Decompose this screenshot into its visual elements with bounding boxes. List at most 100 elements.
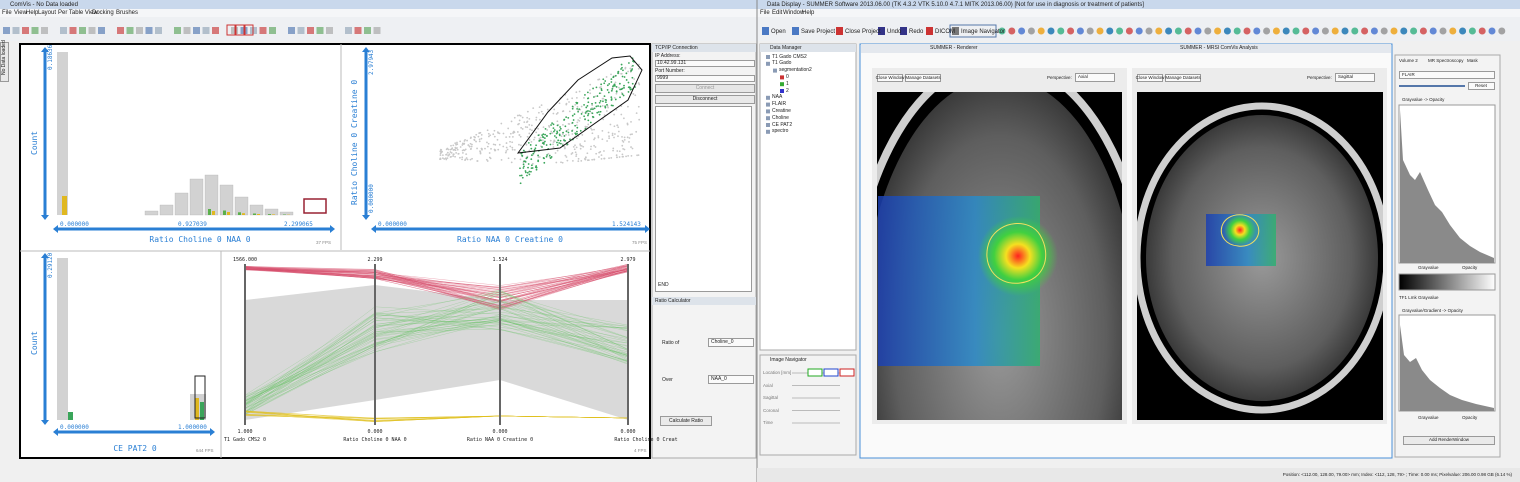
- point: [610, 104, 613, 107]
- point: [567, 116, 570, 119]
- label: Ratio NAA 0 Creatine 0: [466, 437, 534, 443]
- point: [479, 152, 482, 155]
- button-label[interactable]: Manage Datasets: [1165, 74, 1201, 80]
- tab[interactable]: SUMMER - Renderer: [930, 45, 978, 51]
- point: [591, 102, 593, 105]
- toolbar-button[interactable]: DICOM: [935, 29, 955, 35]
- tree-item[interactable]: Choline: [772, 114, 789, 121]
- menu-item[interactable]: File: [2, 10, 12, 16]
- point: [616, 150, 619, 152]
- connect-button[interactable]: [655, 84, 755, 93]
- close-window-button[interactable]: [1137, 74, 1163, 82]
- point: [615, 154, 618, 157]
- point: [615, 90, 618, 93]
- point: [603, 95, 606, 98]
- button-label[interactable]: Close Window: [1135, 74, 1165, 80]
- tool-icon: [117, 27, 124, 34]
- add-renderwindow-button[interactable]: [1403, 436, 1495, 445]
- dataset-select[interactable]: [1399, 71, 1495, 79]
- toolbar-button[interactable]: Redo: [909, 29, 924, 35]
- tab[interactable]: Mask: [1467, 58, 1478, 63]
- tree-item[interactable]: Creatine: [772, 107, 791, 114]
- close-window-button[interactable]: [877, 74, 903, 82]
- tab[interactable]: MR Spectroscopy: [1428, 58, 1464, 63]
- toolbar-button[interactable]: Close Project: [845, 29, 881, 35]
- manage-datasets-button[interactable]: [905, 74, 941, 82]
- point: [629, 67, 632, 70]
- menu-item[interactable]: Help: [26, 10, 39, 16]
- point: [462, 152, 464, 154]
- label: Image Navigator: [770, 357, 807, 363]
- tool-icon: [1282, 27, 1290, 35]
- toolbar-button[interactable]: Image Navigator: [961, 29, 1006, 35]
- tree-item[interactable]: segmentation2: [779, 67, 812, 74]
- point: [577, 110, 580, 113]
- ip-input[interactable]: [655, 60, 755, 67]
- point: [543, 137, 546, 140]
- point: [470, 145, 473, 148]
- perspective-select[interactable]: [1075, 73, 1115, 82]
- tree-item[interactable]: FLAIR: [772, 101, 787, 108]
- tree-item[interactable]: CE PAT2: [772, 121, 793, 128]
- point: [598, 92, 601, 95]
- toolbar-button[interactable]: Open: [771, 29, 786, 35]
- tree-item[interactable]: 0: [786, 73, 789, 80]
- point: [507, 157, 510, 160]
- point: [546, 134, 548, 137]
- point: [439, 152, 442, 155]
- menu-item[interactable]: Layout: [38, 10, 57, 16]
- menu-item[interactable]: Edit: [772, 10, 783, 16]
- button-label[interactable]: Calculate Ratio: [669, 417, 703, 424]
- tool-icon: [1233, 27, 1241, 35]
- manage-datasets-button[interactable]: [1165, 74, 1201, 82]
- point: [476, 160, 479, 162]
- menu-item[interactable]: Brushes: [116, 10, 139, 16]
- point: [542, 157, 545, 159]
- coord-box: [807, 368, 823, 377]
- tree-item[interactable]: NAA: [772, 94, 783, 101]
- toolbar-button[interactable]: Undo: [887, 29, 902, 35]
- select-value: Sagittal: [1338, 74, 1354, 79]
- menu-item[interactable]: Per Table View: [58, 10, 98, 16]
- tool-icon: [183, 27, 191, 34]
- tree-item[interactable]: 2: [786, 87, 789, 94]
- tf-histogram: [1400, 325, 1494, 411]
- point: [599, 105, 602, 108]
- toolbar-button[interactable]: Save Project: [801, 29, 836, 35]
- menu-item[interactable]: File: [760, 10, 770, 16]
- button-label[interactable]: Connect: [695, 85, 715, 91]
- menu-item[interactable]: Docking: [92, 10, 114, 16]
- over-select[interactable]: [708, 375, 754, 384]
- menu-item[interactable]: Window: [783, 10, 805, 16]
- perspective-select[interactable]: [1335, 73, 1375, 82]
- menu-item[interactable]: Help: [802, 10, 815, 16]
- button-label[interactable]: Reset: [1475, 82, 1487, 88]
- tab[interactable]: Volume 2: [1399, 58, 1418, 63]
- reset-button[interactable]: [1468, 82, 1495, 90]
- side-tab[interactable]: [0, 42, 9, 82]
- tree-item[interactable]: T1 Gado CMS2: [772, 53, 807, 60]
- button-label[interactable]: Manage Datasets: [905, 74, 941, 80]
- ratio-of-select[interactable]: [708, 338, 754, 347]
- tree-item[interactable]: 1: [786, 80, 789, 87]
- label: Over: [662, 377, 673, 383]
- button-label[interactable]: Disconnect: [692, 96, 718, 102]
- disconnect-button[interactable]: [655, 95, 755, 104]
- point: [546, 108, 549, 111]
- point: [528, 170, 531, 173]
- tree-item[interactable]: T1 Gado: [772, 60, 792, 67]
- menu-item[interactable]: View: [14, 10, 27, 16]
- button-label[interactable]: Close Window: [875, 74, 905, 80]
- label: Opacity: [1462, 415, 1478, 420]
- tree-item[interactable]: spectro: [772, 128, 789, 135]
- button-label[interactable]: Add RenderWindow: [1428, 437, 1470, 442]
- tool-icon: [1380, 27, 1388, 35]
- line: [244, 314, 629, 406]
- point: [599, 100, 602, 102]
- port-input[interactable]: [655, 75, 755, 82]
- calculate-button[interactable]: [660, 416, 712, 426]
- tool-icon: [1272, 27, 1280, 35]
- tab[interactable]: SUMMER - MRSI ComVis Analysis: [1180, 45, 1258, 51]
- point: [459, 156, 461, 159]
- point: [506, 148, 509, 151]
